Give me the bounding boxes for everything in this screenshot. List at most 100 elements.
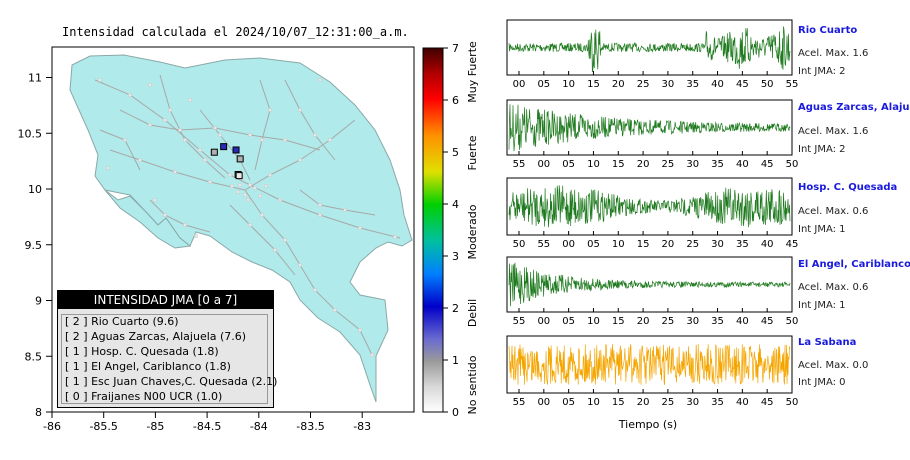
time-tick-label: 15: [587, 79, 600, 90]
city-dot: [228, 173, 232, 177]
lon-tick-label: -85.5: [89, 420, 117, 433]
waveform-trace: [508, 185, 791, 228]
city-dot: [318, 203, 322, 207]
city-dot: [283, 238, 287, 242]
city-dot: [253, 186, 257, 190]
time-tick-label: 30: [711, 239, 724, 250]
time-tick-label: 45: [761, 397, 774, 408]
lat-tick-label: 9: [35, 295, 42, 308]
city-dot: [183, 138, 187, 142]
waveform-panel: 00 05 10 15 20 25 30 35 40 45 50 55: [506, 19, 799, 90]
city-dot: [313, 288, 317, 292]
time-tick-label: 25: [686, 239, 699, 250]
city-dot: [298, 108, 302, 112]
time-tick-label: 20: [637, 159, 650, 170]
city-dot: [208, 180, 212, 184]
time-tick-label: 35: [711, 397, 724, 408]
waveform-trace: [508, 104, 791, 152]
city-dot: [128, 93, 132, 97]
colorbar-labels: No sentido Debil Moderado Fuerte Muy Fuerte: [466, 41, 479, 415]
trace-peak-accel: Acel. Max. 0.0: [798, 360, 869, 371]
trace-station-name: Hosp. C. Quesada: [798, 182, 898, 193]
time-tick-label: 25: [662, 316, 675, 327]
time-tick-label: 45: [736, 79, 749, 90]
city-dot: [106, 166, 110, 170]
legend-list: [ 2 ] Rio Cuarto (9.6) [ 2 ] Aguas Zarca…: [61, 314, 277, 404]
time-tick-label: 55: [786, 79, 799, 90]
trace-station-name: Rio Cuarto: [798, 25, 858, 36]
lat-tick-label: 8.5: [25, 350, 43, 363]
time-tick-label: 55: [513, 159, 526, 170]
legend-row: [ 2 ] Aguas Zarcas, Alajuela (7.6): [65, 330, 247, 343]
waveform-panel: 55 00 05 10 15 20 25 30 35 40 45 50: [506, 99, 799, 170]
time-tick-label: 10: [612, 239, 625, 250]
city-dot: [318, 78, 322, 82]
time-tick-label: 35: [736, 239, 749, 250]
city-dot: [138, 158, 142, 162]
waveform-panel: 55 00 05 10 15 20 25 30 35 40 45 50: [506, 256, 799, 327]
waveform-panel: 55 00 05 10 15 20 25 30 35 40 45 50: [506, 335, 799, 408]
city-dot: [298, 263, 302, 267]
time-tick-label: 10: [587, 159, 600, 170]
colorbar-category-label: No sentido: [466, 355, 479, 414]
city-dot: [194, 234, 198, 238]
city-dot: [123, 138, 127, 142]
time-tick-label: 00: [537, 316, 550, 327]
lon-tick-label: -83: [353, 420, 371, 433]
colorbar-ticks: 0 1 2 3 4 5 6 7: [443, 42, 459, 419]
city-dot: [168, 108, 172, 112]
city-dot: [188, 98, 192, 102]
time-tick-label: 50: [786, 316, 799, 327]
city-dot: [273, 248, 277, 252]
time-tick-label: 00: [513, 79, 526, 90]
time-tick-label: 35: [711, 159, 724, 170]
station-marker: [235, 172, 243, 180]
time-tick-label: 50: [786, 159, 799, 170]
time-tick-label: 50: [786, 397, 799, 408]
city-dot: [238, 183, 242, 187]
city-dot: [213, 126, 217, 130]
time-tick-label: 05: [587, 239, 600, 250]
trace-peak-accel: Acel. Max. 0.6: [798, 206, 869, 217]
colorbar-tick-label: 2: [452, 302, 459, 315]
time-tick-label: 35: [711, 316, 724, 327]
time-tick-label: 15: [612, 397, 625, 408]
legend-row: [ 2 ] Rio Cuarto (9.6): [65, 315, 179, 328]
city-dot: [163, 118, 167, 122]
lon-tick-label: -83.5: [296, 420, 324, 433]
city-dot: [173, 170, 177, 174]
colorbar-tick-label: 7: [452, 42, 459, 55]
time-tick-label: 55: [513, 397, 526, 408]
lon-tick-label: -86: [43, 420, 61, 433]
trace-jma: Int JMA: 2: [798, 144, 846, 155]
time-tick-label: 20: [637, 316, 650, 327]
time-tick-label: 15: [612, 159, 625, 170]
city-dot: [148, 123, 152, 127]
time-tick-label: 05: [537, 79, 550, 90]
nicoya-peninsula: [104, 189, 192, 249]
city-dot: [248, 223, 252, 227]
legend-title: INTENSIDAD JMA [0 a 7]: [58, 291, 273, 309]
time-tick-label: 45: [786, 239, 799, 250]
legend-row: [ 1 ] El Angel, Cariblanco (1.8): [65, 360, 231, 373]
lat-tick-label: 10: [28, 183, 42, 196]
city-dot: [393, 235, 397, 239]
time-tick-label: 40: [736, 159, 749, 170]
city-dot: [153, 198, 157, 202]
trace-jma: Int JMA: 0: [798, 377, 846, 388]
time-tick-label: 10: [587, 316, 600, 327]
time-tick-label: 05: [562, 316, 575, 327]
trace-jma: Int JMA: 2: [798, 66, 846, 77]
time-tick-label: 40: [711, 79, 724, 90]
colorbar-category-label: Moderado: [466, 204, 479, 259]
time-tick-label: 00: [562, 239, 575, 250]
city-dot: [236, 190, 240, 194]
city-dots: [98, 78, 397, 357]
time-tick-label: 55: [537, 239, 550, 250]
legend-row: [ 0 ] Fraijanes N00 UCR (1.0): [65, 390, 223, 403]
city-dot: [260, 138, 264, 142]
city-dot: [203, 158, 207, 162]
city-dot: [163, 213, 167, 217]
time-tick-label: 45: [761, 316, 774, 327]
